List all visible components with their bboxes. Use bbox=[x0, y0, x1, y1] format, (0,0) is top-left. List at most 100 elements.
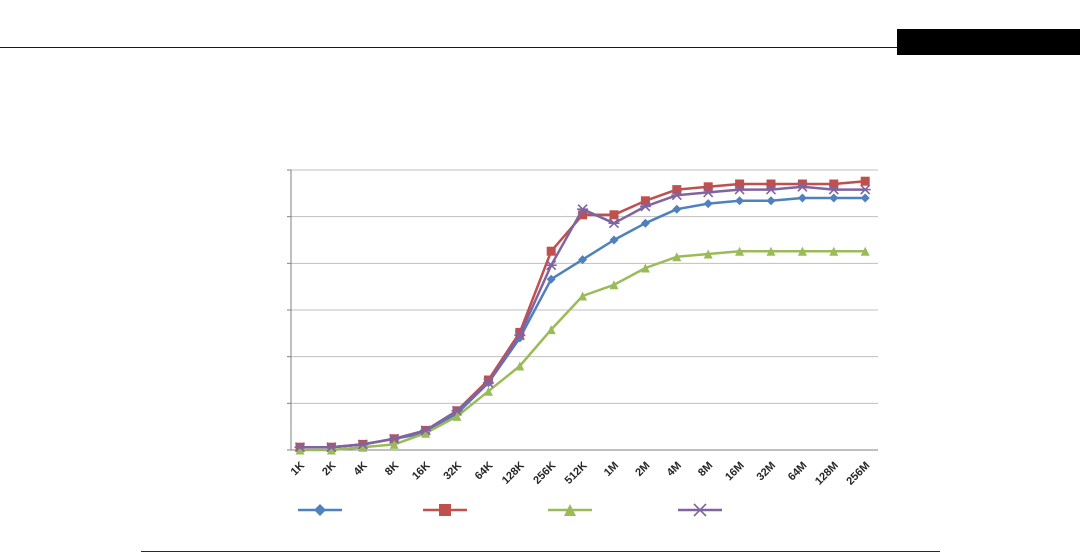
data-marker-x bbox=[451, 405, 463, 416]
data-marker-square bbox=[640, 196, 650, 206]
data-marker-diamond bbox=[609, 235, 619, 245]
legend-marker-square bbox=[439, 504, 451, 516]
x-axis-label: 1M bbox=[602, 460, 621, 479]
data-marker-diamond bbox=[829, 193, 839, 203]
data-marker-diamond bbox=[797, 193, 807, 203]
data-marker-x bbox=[514, 330, 526, 341]
header-rule bbox=[0, 47, 1080, 48]
x-axis-label: 128K bbox=[500, 460, 527, 487]
data-marker-diamond bbox=[766, 196, 776, 206]
benchmark-line-chart: 1K 2K 4K 8K 16K 32K 64K 128K 256K 512K 1M 2M 4M 8M 16M… bbox=[240, 150, 920, 530]
data-marker-triangle bbox=[797, 246, 807, 256]
data-marker-x bbox=[671, 190, 683, 201]
data-marker-square bbox=[546, 246, 556, 256]
legend-marker-x bbox=[693, 503, 707, 517]
data-marker-x bbox=[294, 442, 306, 453]
legend-marker-diamond bbox=[314, 504, 326, 516]
data-marker-square bbox=[766, 179, 776, 189]
x-axis-label: 128M bbox=[813, 460, 841, 488]
series-line-triangle bbox=[298, 249, 867, 452]
data-marker-x bbox=[765, 184, 777, 195]
data-marker-square bbox=[860, 176, 870, 186]
data-marker-x bbox=[357, 439, 369, 450]
data-marker-x bbox=[734, 184, 746, 195]
data-marker-x bbox=[608, 218, 620, 229]
data-marker-diamond bbox=[735, 196, 745, 206]
data-marker-x bbox=[325, 442, 337, 453]
series-triangle bbox=[295, 246, 870, 455]
x-axis-label: 32M bbox=[754, 460, 778, 484]
data-marker-x bbox=[828, 184, 840, 195]
data-marker-triangle bbox=[389, 439, 399, 449]
x-axis-label: 64K bbox=[473, 460, 496, 483]
data-marker-square bbox=[483, 375, 493, 385]
x-axis-label: 512K bbox=[563, 460, 590, 487]
data-marker-x bbox=[545, 260, 557, 271]
data-marker-square bbox=[735, 179, 745, 189]
series-diamond bbox=[295, 193, 870, 452]
data-marker-x bbox=[702, 187, 714, 198]
data-marker-triangle bbox=[609, 280, 619, 290]
series-line-square bbox=[298, 179, 867, 449]
data-marker-x bbox=[859, 184, 871, 195]
series-x bbox=[294, 181, 871, 453]
data-marker-diamond bbox=[546, 274, 556, 284]
x-axis-label: 4M bbox=[665, 460, 684, 479]
data-marker-triangle bbox=[829, 246, 839, 256]
data-marker-square bbox=[672, 185, 682, 195]
data-marker-triangle bbox=[546, 325, 556, 335]
data-marker-x bbox=[388, 433, 400, 444]
legend-item bbox=[678, 503, 722, 517]
legend-item bbox=[298, 504, 342, 516]
data-marker-x bbox=[796, 181, 808, 192]
x-axis-label: 256M bbox=[844, 460, 872, 488]
data-marker-diamond bbox=[703, 199, 713, 209]
data-marker-triangle bbox=[578, 291, 588, 301]
data-marker-triangle bbox=[295, 445, 305, 455]
footer-rule bbox=[141, 551, 940, 552]
data-marker-triangle bbox=[672, 252, 682, 262]
data-marker-square bbox=[829, 179, 839, 189]
data-marker-square bbox=[797, 179, 807, 189]
x-axis-label: 16K bbox=[410, 460, 433, 483]
data-marker-triangle bbox=[421, 428, 431, 438]
series-line-diamond bbox=[298, 196, 867, 449]
data-marker-square bbox=[609, 210, 619, 220]
legend-item bbox=[548, 504, 592, 516]
redacted-header-box bbox=[897, 29, 1080, 55]
data-marker-triangle bbox=[452, 411, 462, 421]
x-axis-label: 32K bbox=[441, 460, 464, 483]
x-axis-label: 8K bbox=[383, 460, 401, 478]
data-marker-diamond bbox=[640, 218, 650, 228]
x-axis-label: 2K bbox=[320, 460, 338, 478]
data-marker-triangle bbox=[703, 249, 713, 259]
x-axis-label: 8M bbox=[696, 460, 715, 479]
data-marker-x bbox=[420, 425, 432, 436]
x-axis-label: 256K bbox=[531, 460, 558, 487]
data-marker-triangle bbox=[515, 361, 525, 371]
data-marker-diamond bbox=[578, 255, 588, 265]
data-marker-x bbox=[482, 377, 494, 388]
data-marker-triangle bbox=[640, 263, 650, 273]
data-marker-triangle bbox=[483, 386, 493, 396]
x-axis-label: 1K bbox=[289, 460, 307, 478]
legend-item bbox=[423, 504, 467, 516]
data-marker-square bbox=[578, 210, 588, 220]
data-marker-triangle bbox=[358, 442, 368, 452]
data-marker-diamond bbox=[860, 193, 870, 203]
data-marker-x bbox=[639, 201, 651, 212]
x-axis-label: 4K bbox=[351, 460, 369, 478]
data-marker-triangle bbox=[735, 246, 745, 256]
series-square bbox=[295, 176, 870, 452]
data-marker-triangle bbox=[860, 246, 870, 256]
data-marker-triangle bbox=[766, 246, 776, 256]
x-axis-label: 64M bbox=[786, 460, 810, 484]
series-line-x bbox=[298, 185, 867, 449]
legend-marker-triangle bbox=[564, 504, 576, 516]
x-axis-label: 16M bbox=[723, 460, 747, 484]
data-marker-triangle bbox=[326, 445, 336, 455]
data-marker-square bbox=[703, 182, 713, 192]
data-marker-x bbox=[577, 204, 589, 215]
data-marker-diamond bbox=[672, 204, 682, 214]
